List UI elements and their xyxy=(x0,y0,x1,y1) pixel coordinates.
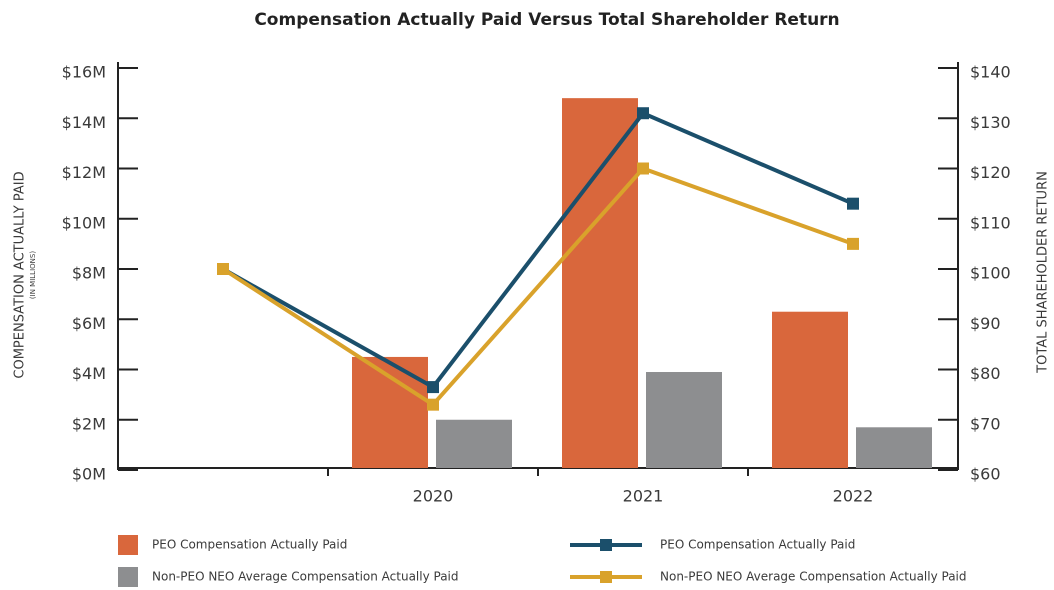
legend-label: Non-PEO NEO Average Compensation Actuall… xyxy=(660,570,967,584)
y-tick-label: $0M xyxy=(72,465,106,484)
legend-marker xyxy=(600,571,612,583)
chart-title: Compensation Actually Paid Versus Total … xyxy=(254,10,839,30)
legend-label: Non-PEO NEO Average Compensation Actuall… xyxy=(152,570,459,584)
y-axis-title: COMPENSATION ACTUALLY PAID xyxy=(13,171,28,378)
bar xyxy=(352,356,428,468)
y2-tick-label: $130 xyxy=(970,113,1011,132)
x-tick-label: 2022 xyxy=(833,487,874,506)
legend-label: PEO Compensation Actually Paid xyxy=(152,538,347,552)
bar xyxy=(436,419,512,468)
legend-swatch xyxy=(118,535,138,555)
marker xyxy=(637,162,649,175)
marker xyxy=(847,237,859,250)
y-axis-note: (IN MILLIONS) xyxy=(29,251,37,299)
bar xyxy=(646,372,722,468)
marker xyxy=(427,381,439,394)
y2-tick-label: $90 xyxy=(970,314,1001,333)
y2-axis-title: TOTAL SHAREHOLDER RETURN xyxy=(1036,171,1051,374)
legend-marker xyxy=(600,539,612,551)
bar xyxy=(562,98,638,469)
y-tick-label: $10M xyxy=(62,213,106,232)
y-tick-label: $6M xyxy=(72,314,106,333)
bar xyxy=(772,311,848,468)
y2-tick-label: $100 xyxy=(970,264,1011,283)
y2-tick-label: $80 xyxy=(970,364,1001,383)
marker xyxy=(217,263,229,275)
marker xyxy=(637,107,649,120)
y2-tick-label: $60 xyxy=(970,465,1001,484)
y2-tick-label: $140 xyxy=(970,63,1011,82)
y-tick-label: $4M xyxy=(72,364,106,383)
y2-tick-label: $70 xyxy=(970,414,1001,433)
line xyxy=(221,166,854,408)
y-tick-label: $14M xyxy=(62,113,106,132)
y2-tick-label: $120 xyxy=(970,163,1011,182)
y-tick-label: $2M xyxy=(72,414,106,433)
y-tick-label: $8M xyxy=(72,264,106,283)
legend-swatch xyxy=(118,567,138,587)
line xyxy=(222,110,854,390)
y-tick-label: $16M xyxy=(62,63,106,82)
legend-label: PEO Compensation Actually Paid xyxy=(660,538,855,552)
y-tick-label: $12M xyxy=(62,163,106,182)
bar xyxy=(856,427,932,468)
marker xyxy=(847,197,859,210)
marker xyxy=(427,398,439,411)
x-tick-label: 2021 xyxy=(623,487,664,506)
y2-tick-label: $110 xyxy=(970,213,1011,232)
x-tick-label: 2020 xyxy=(413,487,454,506)
